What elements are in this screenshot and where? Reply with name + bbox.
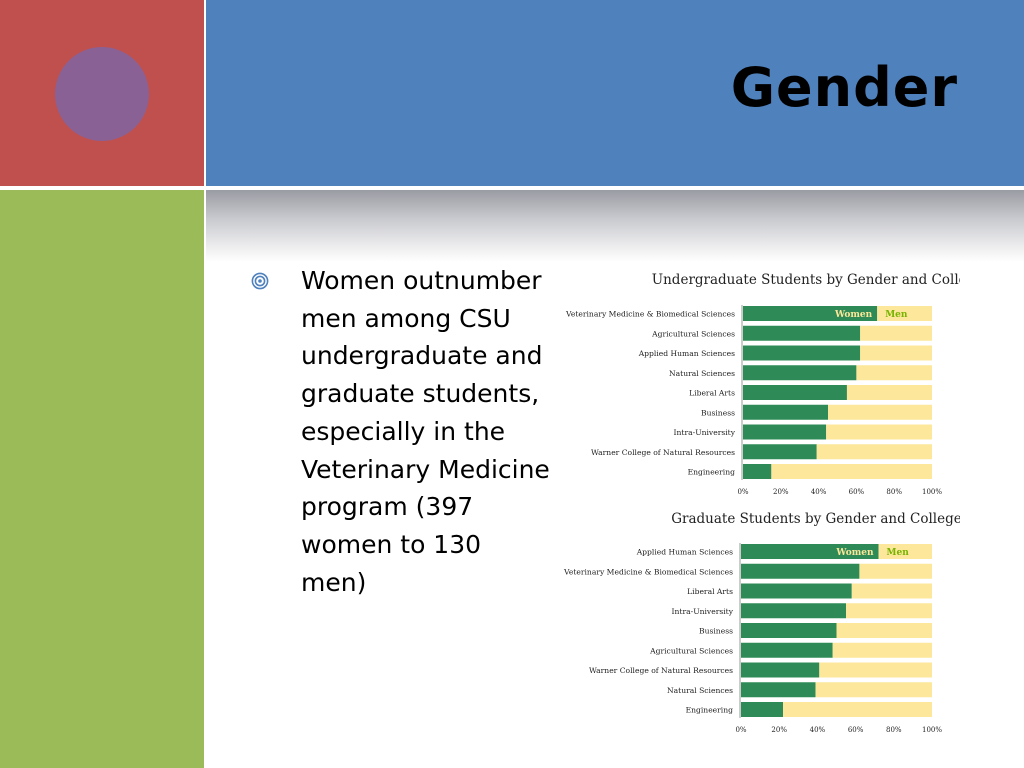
ug-chart-title: Undergraduate Students by Gender and Col…: [652, 272, 960, 288]
ug-bar-men: [860, 345, 932, 361]
ug-bar-women: [743, 464, 772, 479]
gr-bar-women: [741, 544, 879, 559]
ug-legend-men: Men: [885, 310, 908, 320]
ug-category-label: Natural Sciences: [669, 369, 735, 378]
gr-bar-women: [741, 563, 860, 579]
decor-gap: [0, 186, 204, 190]
gr-bar-women: [741, 702, 784, 717]
ug-category-label: Warner College of Natural Resources: [591, 448, 735, 457]
ug-category-label: Liberal Arts: [689, 389, 735, 398]
gr-bar-women: [741, 662, 820, 678]
ug-bar-men: [826, 424, 932, 440]
green-decor-block: [0, 190, 204, 768]
gr-bar-women: [741, 642, 833, 658]
gr-bar-men: [878, 544, 932, 559]
ug-tick-label: 20%: [773, 488, 789, 496]
graduate-chart: Graduate Students by Gender and College A…: [560, 500, 962, 740]
gr-bar-men: [815, 682, 932, 698]
gr-category-label: Intra-University: [672, 607, 734, 616]
ug-category-label: Engineering: [688, 468, 736, 477]
gr-category-label: Agricultural Sciences: [649, 646, 733, 655]
ug-bar-women: [743, 385, 847, 400]
gr-bar-men: [851, 583, 932, 599]
ug-bar-men: [860, 325, 932, 341]
graduate-chart-svg: Graduate Students by Gender and College A…: [563, 511, 962, 734]
ug-bar-men: [877, 306, 932, 321]
ug-category-label: Applied Human Sciences: [638, 349, 735, 358]
ug-tick-label: 40%: [811, 488, 827, 496]
bullet-text: Women outnumber men among CSU undergradu…: [301, 266, 550, 597]
gr-bar-women: [741, 623, 837, 638]
ug-bar-women: [743, 404, 829, 420]
gr-bar-women: [741, 682, 816, 698]
ug-category-label: Veterinary Medicine & Biomedical Science…: [565, 310, 735, 319]
gr-tick-label: 40%: [810, 726, 826, 734]
ug-category-label: Business: [701, 408, 735, 417]
gr-chart-title: Graduate Students by Gender and College: [671, 511, 960, 527]
gr-tick-label: 80%: [886, 726, 902, 734]
undergraduate-chart: Undergraduate Students by Gender and Col…: [560, 260, 983, 500]
title-band: Gender: [206, 0, 1024, 186]
gr-legend-men: Men: [887, 548, 910, 558]
ug-tick-label: 0%: [737, 488, 748, 496]
title-underline: [206, 186, 1024, 190]
shade-band: [206, 190, 1024, 262]
target-bullet-icon: [251, 272, 269, 290]
ug-tick-label: 60%: [849, 488, 865, 496]
ug-category-label: Intra-University: [674, 428, 736, 437]
gr-bar-men: [783, 702, 932, 717]
ug-bar-men: [816, 444, 932, 460]
undergraduate-chart-svg: Undergraduate Students by Gender and Col…: [565, 272, 983, 496]
ug-category-label: Agricultural Sciences: [651, 329, 735, 338]
gr-category-label: Warner College of Natural Resources: [589, 666, 733, 675]
ug-bar-men: [771, 464, 932, 479]
gr-tick-label: 0%: [735, 726, 746, 734]
ug-bar-men: [828, 404, 932, 420]
gr-bar-women: [741, 603, 847, 619]
gr-bar-men: [846, 603, 932, 619]
gr-category-label: Veterinary Medicine & Biomedical Science…: [563, 567, 733, 576]
gr-category-label: Applied Human Sciences: [636, 548, 733, 557]
gr-tick-label: 60%: [848, 726, 864, 734]
ug-bar-men: [856, 365, 932, 381]
ug-tick-label: 100%: [922, 488, 942, 496]
slide-title: Gender: [730, 56, 958, 119]
gr-bar-men: [832, 642, 932, 658]
decor-circle: [55, 47, 149, 141]
ug-bar-women: [743, 444, 817, 460]
gr-bar-women: [741, 583, 852, 599]
gr-category-label: Business: [699, 627, 733, 636]
ug-bar-women: [743, 345, 861, 361]
gr-tick-label: 100%: [922, 726, 942, 734]
gr-category-label: Engineering: [686, 706, 734, 715]
gr-legend-women: Women: [835, 548, 874, 558]
gr-bar-men: [836, 623, 932, 638]
ug-tick-label: 80%: [886, 488, 902, 496]
vertical-divider: [204, 0, 206, 768]
ug-legend-women: Women: [834, 310, 873, 320]
ug-bar-women: [743, 365, 857, 381]
ug-bar-women: [743, 424, 827, 440]
gr-category-label: Natural Sciences: [667, 686, 733, 695]
ug-bar-men: [846, 385, 932, 400]
ug-bar-women: [743, 306, 878, 321]
gr-category-label: Liberal Arts: [687, 587, 733, 596]
gr-bar-men: [819, 662, 932, 678]
gr-bar-men: [859, 563, 932, 579]
gr-tick-label: 20%: [771, 726, 787, 734]
ug-bar-women: [743, 325, 861, 341]
